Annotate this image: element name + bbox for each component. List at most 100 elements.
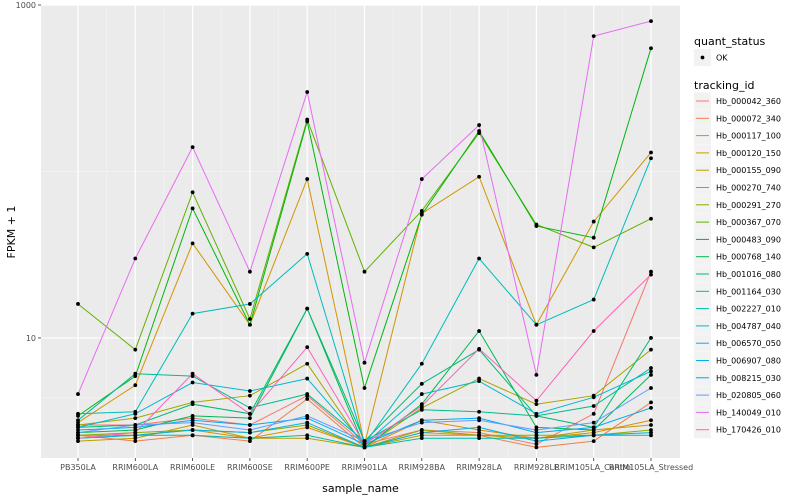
x-tick-label: RRIM928BA [398, 463, 445, 472]
data-point [649, 405, 653, 410]
data-point [190, 433, 195, 438]
data-point [76, 430, 80, 435]
x-tick-label: RRIM600PE [284, 463, 330, 472]
data-point [305, 306, 310, 311]
data-point [248, 317, 252, 321]
data-point [649, 269, 653, 274]
data-point [76, 411, 80, 416]
x-axis: PB350LA RRIM600LA RRIM600LE RRIM600SE RRIM60… [60, 458, 693, 472]
plot-background [41, 5, 680, 458]
data-point [248, 430, 252, 435]
x-tick-label: RRIM928LA [456, 463, 502, 472]
data-point [190, 380, 195, 385]
data-point [419, 381, 424, 386]
data-point [419, 361, 424, 366]
data-point [305, 177, 310, 181]
data-point [534, 398, 539, 403]
data-point [248, 411, 252, 416]
data-point [248, 302, 252, 306]
data-point [419, 430, 424, 435]
data-point [534, 439, 539, 444]
data-point [591, 395, 596, 400]
data-point [248, 322, 252, 327]
data-point [190, 145, 195, 150]
data-point [591, 329, 596, 333]
data-point [649, 430, 653, 435]
x-tick-label: RRIM600LA [112, 463, 158, 472]
data-point [649, 19, 653, 24]
legend-label: Hb_000367_070 [716, 218, 781, 227]
data-point [649, 423, 653, 427]
data-point [477, 430, 481, 435]
legend-label: OK [716, 54, 728, 63]
x-tick-label: RRIM105LA_Control [554, 463, 633, 472]
data-point [534, 433, 539, 438]
data-point [305, 414, 310, 418]
data-point [649, 46, 653, 51]
data-point [649, 418, 653, 423]
legend-label: Hb_004787_040 [716, 322, 781, 331]
data-point [305, 397, 310, 401]
legend: quant_status OK tracking_id Hb_000042_36… [694, 35, 781, 439]
data-point [591, 411, 596, 416]
data-point [534, 436, 539, 441]
data-point [133, 256, 138, 261]
data-point [248, 436, 252, 441]
y-tick-label: 1000 [16, 1, 36, 10]
legend-label: Hb_002227_010 [716, 305, 781, 314]
data-point [133, 433, 138, 438]
data-point [248, 405, 252, 410]
x-axis-title: sample_name [322, 482, 399, 495]
data-point [133, 439, 138, 444]
legend-label: Hb_000270_740 [716, 184, 781, 193]
data-point [362, 442, 367, 447]
data-point [591, 219, 596, 224]
data-point [649, 347, 653, 352]
x-tick-label: RRIM600LE [170, 463, 215, 472]
data-point [248, 393, 252, 398]
data-point [477, 346, 481, 351]
data-point [190, 414, 195, 418]
data-point [362, 269, 367, 274]
legend-label: Hb_001016_080 [716, 270, 781, 279]
data-point [305, 376, 310, 381]
data-point [419, 436, 424, 441]
data-point [76, 302, 80, 306]
data-point [133, 430, 138, 435]
data-point [190, 241, 195, 246]
data-point [534, 372, 539, 377]
data-point [133, 383, 138, 388]
data-point [477, 379, 481, 384]
data-point [305, 90, 310, 94]
y-tick-label: 10 [26, 334, 36, 343]
data-point [477, 425, 481, 430]
data-point [477, 409, 481, 414]
data-point [305, 433, 310, 438]
data-point [248, 428, 252, 432]
data-point [76, 418, 80, 423]
data-point [133, 347, 138, 352]
data-point [248, 416, 252, 420]
data-point [649, 216, 653, 221]
legend-label: Hb_000483_090 [716, 235, 781, 244]
legend-point-marker [700, 55, 705, 60]
data-point [534, 445, 539, 450]
data-point [419, 433, 424, 438]
data-point [534, 430, 539, 435]
data-point [477, 436, 481, 441]
data-point [419, 404, 424, 408]
data-point [305, 392, 310, 396]
data-point [649, 272, 653, 277]
data-point [477, 174, 481, 179]
data-point [190, 371, 195, 376]
x-tick-label: RRIM928LE [514, 463, 559, 472]
data-point [76, 439, 80, 444]
data-point [419, 407, 424, 412]
data-point [591, 425, 596, 430]
legend-label: Hb_000768_140 [716, 253, 781, 262]
points-layer [76, 19, 653, 450]
data-point [305, 420, 310, 425]
data-point [248, 269, 252, 274]
data-point [591, 404, 596, 408]
data-point [591, 245, 596, 250]
